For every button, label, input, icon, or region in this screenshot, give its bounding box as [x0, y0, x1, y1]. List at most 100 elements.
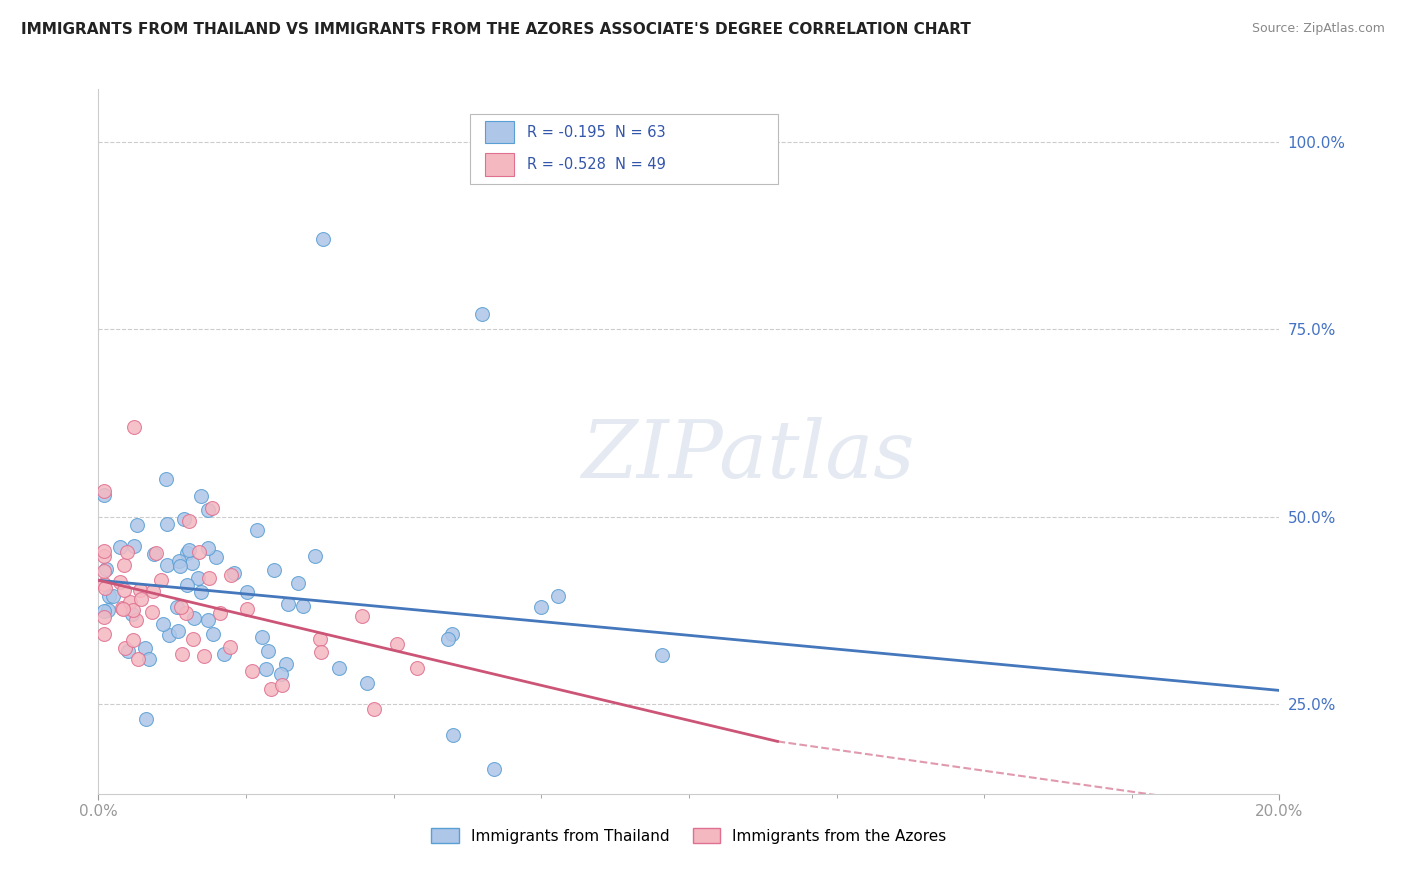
Point: [245, 523, 267, 537]
Point: [190, 489, 212, 503]
Point: [179, 542, 201, 557]
Point: [93, 484, 115, 499]
Point: [197, 502, 219, 516]
Point: [135, 712, 157, 726]
Point: [270, 678, 292, 692]
Point: [222, 566, 245, 580]
Point: [197, 541, 219, 555]
Point: [287, 576, 309, 591]
Point: [197, 571, 219, 585]
Point: [115, 545, 138, 559]
Point: [93, 604, 115, 618]
Point: [157, 628, 180, 642]
Point: [93, 576, 115, 591]
Point: [309, 645, 332, 659]
Point: [387, 637, 409, 651]
Point: [201, 501, 224, 516]
Point: [250, 630, 273, 644]
Point: [93, 488, 115, 502]
Point: [651, 648, 673, 662]
Point: [437, 632, 460, 646]
Point: [471, 307, 494, 321]
Point: [406, 660, 429, 674]
Point: [304, 549, 326, 563]
Point: [312, 232, 335, 246]
Point: [166, 600, 188, 615]
Point: [274, 657, 297, 671]
Point: [197, 613, 219, 627]
Point: [156, 558, 179, 573]
Point: [125, 613, 148, 627]
Point: [156, 517, 179, 532]
Point: [108, 574, 131, 589]
Point: [183, 611, 205, 625]
Point: [176, 546, 198, 560]
Point: [208, 606, 231, 620]
Point: [170, 647, 193, 661]
Point: [93, 627, 115, 641]
Point: [112, 558, 135, 572]
Point: [169, 559, 191, 574]
Point: [122, 539, 145, 553]
Point: [129, 591, 152, 606]
Point: [363, 702, 385, 716]
Point: [127, 652, 149, 666]
Point: [93, 565, 115, 579]
Point: [93, 543, 115, 558]
Point: [142, 584, 165, 599]
Point: [125, 518, 148, 533]
Point: [98, 589, 121, 603]
Point: [112, 582, 135, 597]
Point: [155, 472, 177, 486]
Point: [94, 581, 117, 595]
Point: [308, 632, 330, 647]
Point: [204, 550, 226, 565]
Point: [176, 578, 198, 592]
Point: [121, 607, 143, 622]
Point: [108, 540, 131, 554]
Point: [93, 549, 115, 564]
Point: [176, 606, 198, 620]
Point: [218, 640, 240, 655]
Point: [441, 728, 464, 742]
Point: [530, 600, 553, 615]
Point: [166, 624, 188, 639]
Point: [169, 554, 191, 568]
Point: [122, 603, 145, 617]
Point: [152, 616, 174, 631]
Point: [193, 649, 215, 664]
FancyBboxPatch shape: [471, 114, 778, 185]
Point: [270, 667, 292, 681]
Point: [173, 512, 195, 526]
Point: [260, 681, 283, 696]
Point: [188, 545, 211, 559]
Point: [236, 585, 259, 599]
Point: [190, 585, 212, 599]
Text: Source: ZipAtlas.com: Source: ZipAtlas.com: [1251, 22, 1385, 36]
Point: [122, 419, 145, 434]
Text: IMMIGRANTS FROM THAILAND VS IMMIGRANTS FROM THE AZORES ASSOCIATE'S DEGREE CORREL: IMMIGRANTS FROM THAILAND VS IMMIGRANTS F…: [21, 22, 972, 37]
Point: [121, 633, 143, 648]
Point: [212, 647, 235, 661]
Text: ZIPatlas: ZIPatlas: [581, 417, 915, 494]
Point: [118, 594, 141, 608]
Point: [547, 589, 569, 603]
Point: [101, 590, 124, 604]
Point: [263, 563, 285, 577]
Point: [93, 610, 115, 624]
Point: [219, 567, 242, 582]
Point: [169, 599, 191, 614]
Point: [143, 547, 166, 561]
Point: [277, 597, 299, 611]
Point: [292, 599, 315, 613]
Point: [187, 571, 209, 585]
Point: [128, 583, 150, 598]
Point: [482, 762, 505, 776]
Legend: Immigrants from Thailand, Immigrants from the Azores: Immigrants from Thailand, Immigrants fro…: [425, 822, 953, 850]
Point: [114, 640, 136, 655]
Point: [141, 605, 163, 619]
Point: [138, 652, 160, 666]
Point: [134, 640, 156, 655]
Point: [441, 627, 464, 641]
Text: R = -0.528  N = 49: R = -0.528 N = 49: [527, 157, 666, 172]
